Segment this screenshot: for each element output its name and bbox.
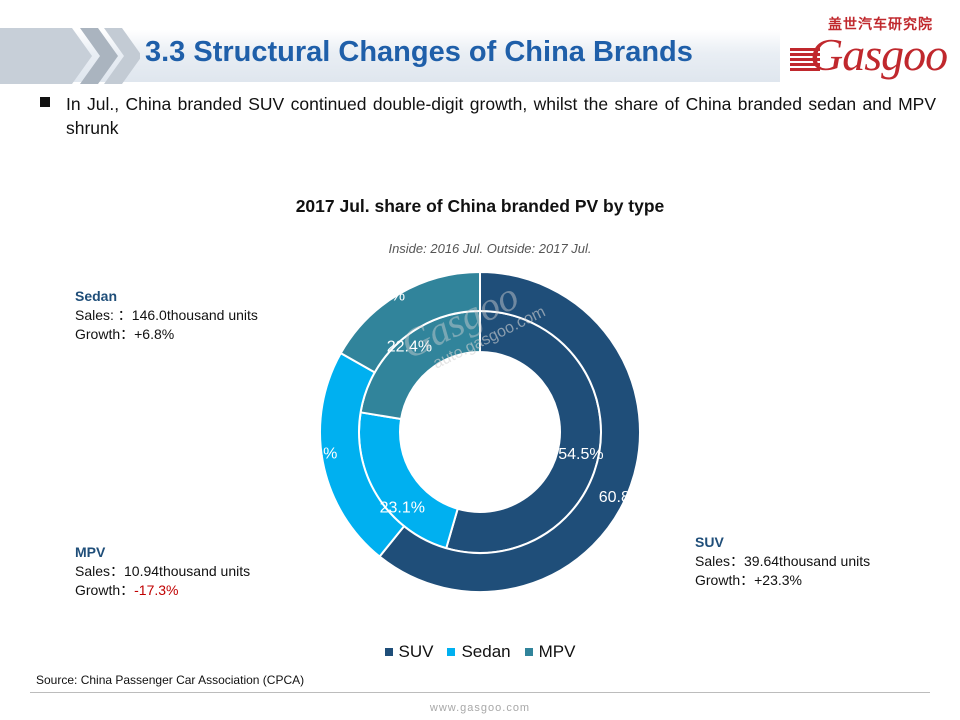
callout-mpv-growth: Growth：-17.3% <box>75 581 250 600</box>
legend-swatch-suv <box>384 648 393 656</box>
callout-mpv-growth-value: -17.3% <box>134 582 179 598</box>
chart-subtitle: Inside: 2016 Jul. Outside: 2017 Jul. <box>388 241 592 256</box>
callout-mpv-name: MPV <box>75 544 106 560</box>
callout-sedan-name: Sedan <box>75 288 118 304</box>
donut-label-outer-sedan: 22.4% <box>292 445 337 462</box>
callout-mpv: MPV Sales：10.94thousand units Growth：-17… <box>75 543 250 600</box>
footer-divider <box>30 692 930 693</box>
source-note: Source: China Passenger Car Association … <box>36 673 305 687</box>
chart-title: 2017 Jul. share of China branded PV by t… <box>295 196 665 216</box>
callout-suv-growth: Growth：+23.3% <box>695 572 802 588</box>
legend-item-sedan: Sedan <box>447 642 511 662</box>
donut-label-inner-suv: 54.5% <box>558 446 603 463</box>
title-chevrons <box>0 28 140 84</box>
donut-label-inner-mpv: 22.4% <box>387 338 432 355</box>
logo-stripes <box>790 48 820 76</box>
donut-label-outer-suv: 60.8% <box>599 489 644 506</box>
donut-label-inner-sedan: 23.1% <box>380 500 425 517</box>
legend-item-suv: SUV <box>384 642 434 662</box>
legend-swatch-mpv <box>524 648 533 656</box>
callout-mpv-growth-label: Growth： <box>75 582 135 598</box>
callout-sedan-sales: Sales: ：146.0thousand units <box>75 307 258 323</box>
legend-label-suv: SUV <box>398 642 434 661</box>
callout-mpv-sales: Sales：10.94thousand units <box>75 563 251 579</box>
logo-chinese-text: 盖世汽车研究院 <box>828 16 933 32</box>
callout-sedan-growth: Growth：+6.8% <box>75 326 175 342</box>
callout-suv: SUV Sales：39.64thousand units Growth：+23… <box>695 533 870 590</box>
bullet-point: In Jul., China branded SUV continued dou… <box>36 92 936 140</box>
callout-suv-sales: Sales：39.64thousand units <box>695 553 871 569</box>
page-title: 3.3 Structural Changes of China Brands <box>145 36 693 68</box>
callout-suv-name: SUV <box>695 534 724 550</box>
bullet-square-icon <box>40 97 50 107</box>
legend-swatch-sedan <box>447 648 456 656</box>
logo-wordmark: Gasgoo <box>810 29 948 80</box>
callout-sedan: Sedan Sales: ：146.0thousand units Growth… <box>75 287 258 344</box>
legend-item-mpv: MPV <box>524 642 576 662</box>
footer-url: www.gasgoo.com <box>429 702 531 714</box>
chart-legend: SUV Sedan MPV <box>0 642 960 662</box>
gasgoo-logo: 盖世汽车研究院 Gasgoo <box>790 14 950 84</box>
donut-label-outer-mpv: 16.8% <box>360 288 405 305</box>
donut-slice-outer-suv <box>378 270 641 593</box>
donut-slice-outer-mpv <box>339 270 481 374</box>
legend-label-sedan: Sedan <box>461 642 511 661</box>
bullet-text: In Jul., China branded SUV continued dou… <box>66 94 936 138</box>
legend-label-mpv: MPV <box>538 642 576 661</box>
